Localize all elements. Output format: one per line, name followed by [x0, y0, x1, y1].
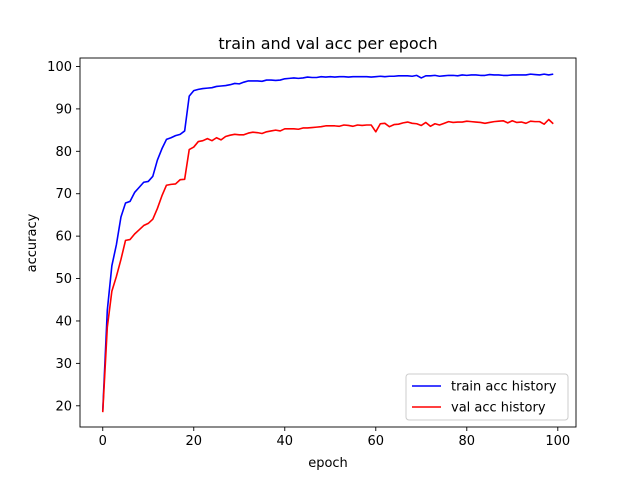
- y-tick-label: 30: [55, 357, 72, 372]
- x-tick-label: 80: [459, 434, 476, 449]
- legend-label-0: train acc history: [451, 380, 557, 395]
- y-tick-label: 70: [55, 187, 72, 202]
- plot-frame: [79, 57, 577, 428]
- plot-lines: [101, 73, 554, 413]
- y-tick-label: 50: [55, 272, 72, 287]
- x-tick-label: 0: [99, 434, 107, 449]
- y-tick-label: 90: [55, 102, 72, 117]
- x-tick-label: 40: [276, 434, 293, 449]
- y-tick-label: 20: [55, 399, 72, 414]
- x-axis-title: epoch: [308, 456, 348, 471]
- y-tick-label: 60: [55, 230, 72, 245]
- legend-label-1: val acc history: [451, 401, 546, 416]
- series-line-1: [101, 118, 554, 413]
- x-tick-label: 60: [368, 434, 385, 449]
- legend: train acc history val acc history: [405, 373, 569, 421]
- x-tick-label: 20: [185, 434, 202, 449]
- chart-title: train and val acc per epoch: [218, 34, 437, 53]
- y-tick-label: 100: [47, 60, 72, 75]
- y-axis-title: accuracy: [25, 213, 40, 272]
- y-tick-label: 80: [55, 145, 72, 160]
- legend-box: [405, 373, 569, 421]
- series-line-0: [101, 73, 554, 411]
- x-tick-label: 100: [545, 434, 570, 449]
- axes: 0 20 40 60 80 100 20 30 40 50 60 70 80 90 100: [47, 57, 577, 449]
- y-tick-label: 40: [55, 314, 72, 329]
